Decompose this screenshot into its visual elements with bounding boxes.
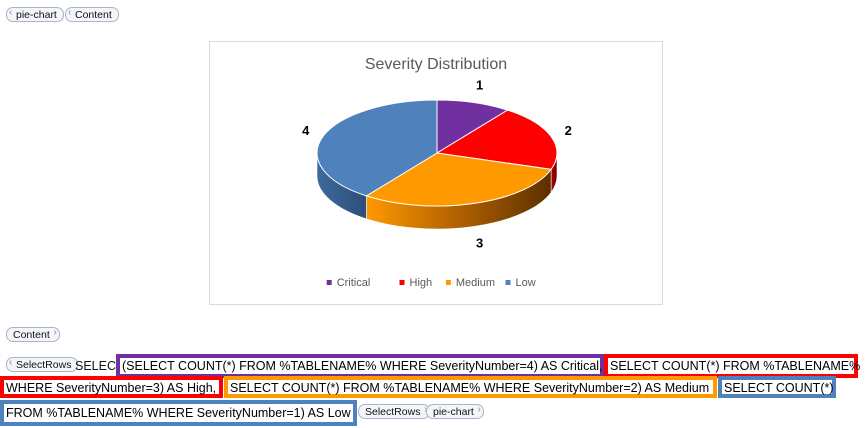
tag-selectrows-open[interactable]: SelectRows — [6, 357, 79, 372]
legend-marker-critical — [326, 280, 332, 285]
sql-medium-clause: SELECT COUNT(*) FROM %TABLENAME% WHERE S… — [224, 376, 717, 398]
pie-slice-medium[interactable] — [365, 152, 553, 207]
legend-marker-medium — [445, 280, 451, 285]
legend-marker-low — [505, 280, 511, 285]
legend-marker-high — [399, 280, 405, 285]
pie-slice-high[interactable] — [435, 109, 558, 170]
tag-selectrows-close[interactable]: SelectRows — [358, 404, 431, 419]
chart-title: Severity Distribution — [365, 56, 507, 73]
pie-data-label-high: 2 — [565, 123, 572, 138]
tag-content-open[interactable]: Content — [65, 7, 119, 22]
tag-pie-chart-open[interactable]: pie-chart — [6, 7, 64, 22]
sql-high-clause-line1: SELECT COUNT(*) FROM %TABLENAME% — [604, 354, 860, 378]
legend-label-critical: Critical — [337, 277, 371, 289]
pie-chart: Severity Distribution 1 2 3 4 Critical High M… — [302, 56, 572, 289]
tag-content-close[interactable]: Content — [6, 327, 60, 342]
chart-container[interactable]: Severity Distribution 1 2 3 4 Critical High M… — [209, 41, 663, 305]
tag-pie-chart-close[interactable]: pie-chart — [426, 404, 484, 419]
sql-high-clause-line2: WHERE SeverityNumber=3) AS High, — [0, 376, 223, 398]
legend-label-low: Low — [516, 277, 536, 289]
pie-slice-low[interactable] — [316, 99, 438, 197]
sql-select-keyword: SELECT — [75, 359, 124, 373]
legend-label-high: High — [410, 277, 433, 289]
sql-low-clause-line1: SELECT COUNT(*) — [718, 376, 836, 398]
pie-data-label-low: 4 — [302, 123, 310, 138]
sql-low-clause-line2: FROM %TABLENAME% WHERE SeverityNumber=1)… — [0, 400, 357, 426]
legend-label-medium: Medium — [456, 277, 495, 289]
sql-critical-clause: (SELECT COUNT(*) FROM %TABLENAME% WHERE … — [116, 354, 604, 378]
pie-slice-critical[interactable] — [436, 99, 509, 154]
pie-data-label-critical: 1 — [476, 77, 483, 92]
pie-data-label-medium: 3 — [476, 236, 483, 251]
